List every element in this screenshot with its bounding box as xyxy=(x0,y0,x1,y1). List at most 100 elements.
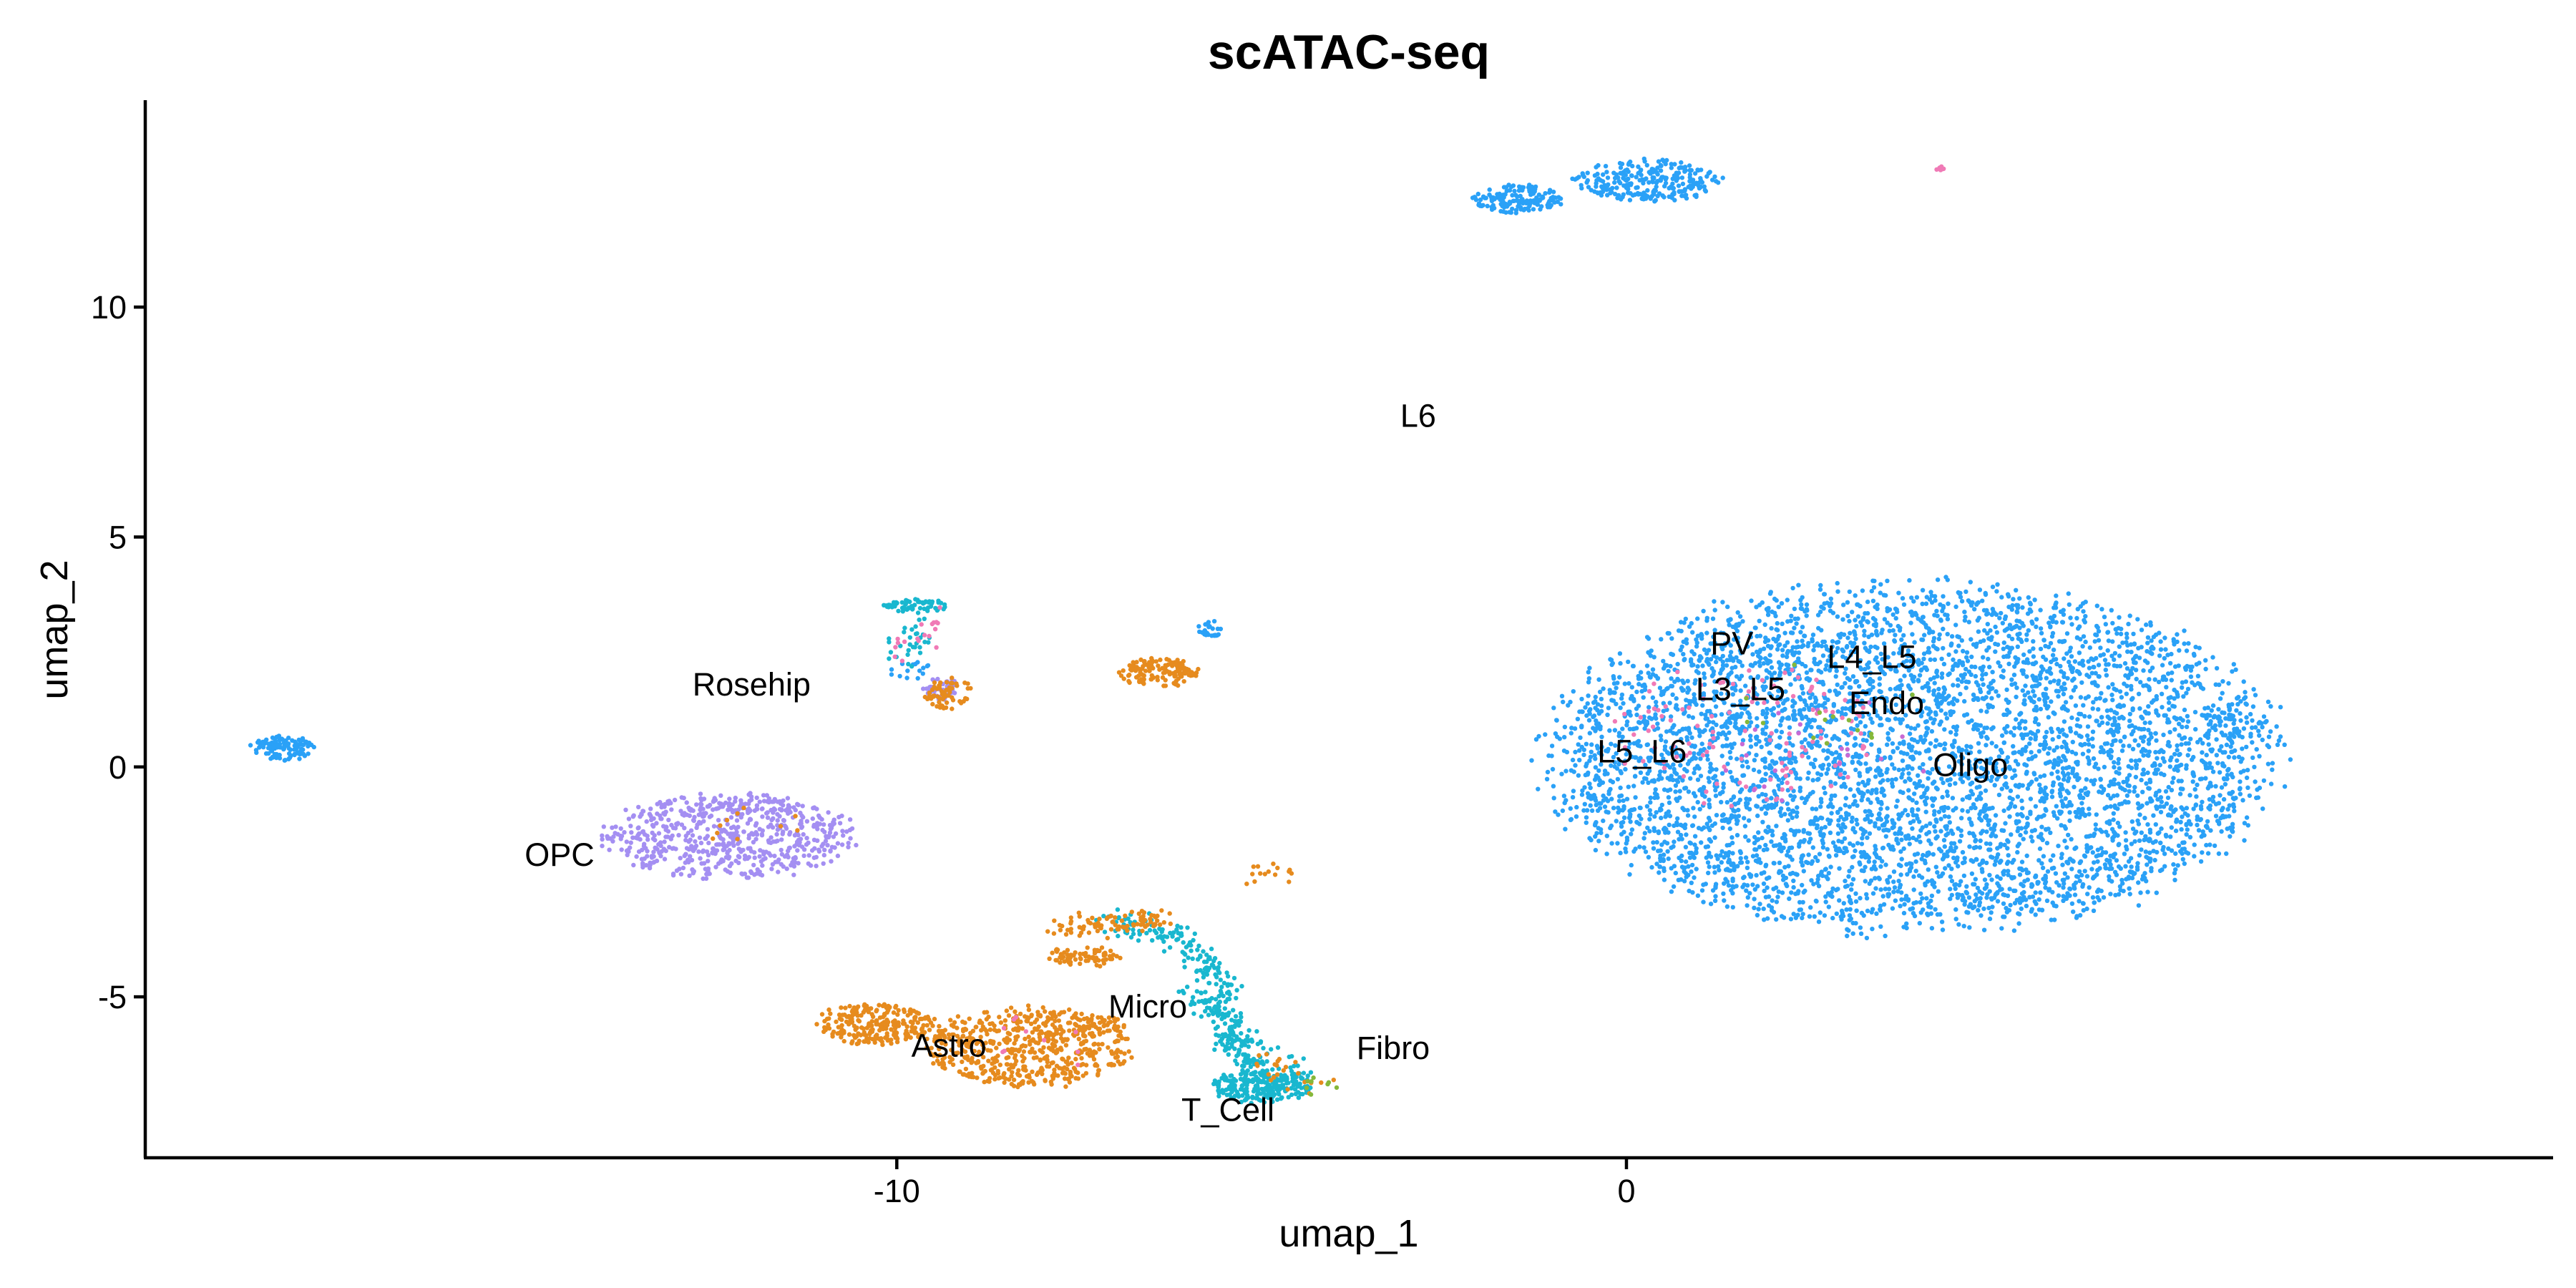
data-point xyxy=(1669,683,1674,688)
data-point xyxy=(1586,708,1592,713)
data-point xyxy=(1843,680,1848,686)
data-point xyxy=(1737,614,1743,619)
data-point xyxy=(1944,716,1950,721)
data-point xyxy=(2124,691,2129,696)
data-point xyxy=(2196,828,2202,833)
data-point xyxy=(1699,888,1705,893)
data-point xyxy=(1942,814,1948,819)
data-point xyxy=(2117,615,2122,620)
data-point xyxy=(1787,896,1792,902)
data-point xyxy=(1591,714,1596,719)
data-point xyxy=(1911,887,1916,892)
data-point xyxy=(1936,766,1941,771)
data-point xyxy=(1775,628,1780,633)
data-point xyxy=(1981,696,1986,701)
data-point xyxy=(2077,869,2082,874)
data-point xyxy=(1746,818,1752,823)
data-point xyxy=(2117,716,2122,721)
data-point xyxy=(1646,670,1651,675)
data-point xyxy=(1568,699,1573,705)
data-point xyxy=(1684,698,1689,703)
data-point xyxy=(1991,678,1996,683)
data-point xyxy=(1944,826,1949,831)
data-point xyxy=(2225,772,2230,778)
data-point xyxy=(1724,800,1729,805)
data-point xyxy=(1589,742,1594,747)
data-point xyxy=(1986,690,1991,695)
data-point xyxy=(1675,779,1681,784)
data-point xyxy=(1816,884,1822,889)
data-point xyxy=(1843,824,1848,830)
data-point xyxy=(1728,650,1734,655)
data-point xyxy=(1962,698,1967,704)
data-point xyxy=(1850,826,1855,832)
data-point xyxy=(1918,618,1923,623)
data-point xyxy=(2136,743,2141,748)
data-point xyxy=(1770,833,1775,838)
data-point xyxy=(2254,747,2259,752)
data-point xyxy=(1911,599,1916,604)
data-point xyxy=(2067,648,2072,654)
data-point xyxy=(1738,650,1744,655)
data-point xyxy=(1725,675,1730,680)
data-point xyxy=(2072,884,2077,889)
data-point xyxy=(2082,854,2088,859)
data-point xyxy=(2157,653,2162,658)
data-point xyxy=(1908,686,1913,692)
data-point xyxy=(2024,903,2029,909)
data-point xyxy=(1932,796,1937,801)
data-point xyxy=(1689,880,1694,886)
data-point xyxy=(1830,840,1836,845)
data-point xyxy=(2129,864,2134,869)
data-point xyxy=(1849,882,1854,887)
data-point xyxy=(1979,867,1984,872)
data-point xyxy=(1586,680,1591,685)
data-point xyxy=(1800,625,1805,630)
data-point xyxy=(1793,759,1798,764)
data-point xyxy=(2077,913,2083,918)
data-point xyxy=(1689,862,1695,868)
data-point xyxy=(1885,736,1890,741)
data-point xyxy=(2107,753,2112,758)
data-point xyxy=(1800,606,1805,611)
data-point xyxy=(2230,789,2235,795)
data-point xyxy=(1742,874,1747,879)
data-point xyxy=(1976,697,1981,702)
data-point xyxy=(1793,770,1798,776)
data-point xyxy=(2126,859,2132,864)
data-point xyxy=(1536,786,1541,791)
data-point xyxy=(2212,843,2218,849)
data-point xyxy=(2046,888,2051,893)
data-point xyxy=(1845,600,1850,605)
data-point xyxy=(2047,759,2052,764)
data-point xyxy=(1721,812,1726,817)
data-point xyxy=(1900,758,1906,763)
data-point xyxy=(1588,803,1593,808)
data-point xyxy=(2040,865,2046,871)
data-point xyxy=(2180,840,2185,845)
data-point xyxy=(1684,637,1689,642)
data-point xyxy=(1588,754,1594,760)
data-point xyxy=(1890,784,1896,789)
data-point xyxy=(2017,872,2023,877)
data-point xyxy=(1885,620,1890,625)
data-point xyxy=(1673,783,1679,789)
data-point xyxy=(1928,904,1933,910)
data-point xyxy=(1841,901,1846,906)
data-point xyxy=(1762,622,1767,628)
data-point xyxy=(2029,779,2034,784)
data-point xyxy=(1707,827,1712,833)
data-point xyxy=(2165,671,2171,676)
data-point xyxy=(1813,757,1818,763)
data-point xyxy=(1659,752,1664,758)
data-point xyxy=(2031,654,2036,659)
data-point xyxy=(1683,616,1688,622)
data-point xyxy=(2184,832,2189,837)
data-point xyxy=(1789,648,1794,653)
data-point xyxy=(1843,879,1848,884)
data-point xyxy=(1830,736,1835,741)
data-point xyxy=(1841,762,1847,767)
data-point xyxy=(1785,818,1790,823)
data-point xyxy=(1652,778,1657,783)
data-point xyxy=(1667,751,1672,756)
